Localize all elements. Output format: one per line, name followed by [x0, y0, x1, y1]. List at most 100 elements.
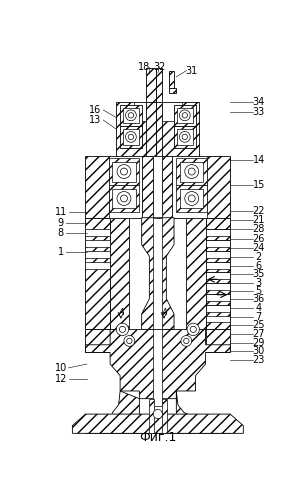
Text: 28: 28: [253, 224, 265, 234]
Polygon shape: [86, 329, 230, 399]
Text: 32: 32: [153, 62, 166, 72]
Polygon shape: [86, 251, 110, 258]
Text: А: А: [161, 308, 167, 317]
Polygon shape: [129, 218, 186, 329]
Text: А: А: [118, 308, 124, 317]
Text: 13: 13: [89, 115, 101, 125]
Polygon shape: [180, 162, 203, 182]
Polygon shape: [123, 108, 139, 123]
Polygon shape: [177, 129, 192, 145]
Polygon shape: [146, 67, 156, 106]
Circle shape: [128, 134, 134, 140]
Text: 31: 31: [186, 66, 198, 76]
Circle shape: [187, 323, 200, 335]
Polygon shape: [206, 283, 230, 290]
Text: 23: 23: [253, 355, 265, 365]
Polygon shape: [153, 218, 163, 329]
Polygon shape: [153, 329, 163, 406]
Circle shape: [181, 335, 192, 346]
Polygon shape: [177, 108, 192, 123]
Polygon shape: [72, 414, 243, 433]
Polygon shape: [108, 186, 140, 213]
Polygon shape: [149, 399, 154, 433]
Polygon shape: [206, 240, 230, 247]
Circle shape: [182, 134, 188, 140]
Polygon shape: [142, 156, 153, 218]
Text: 21: 21: [253, 215, 265, 225]
Circle shape: [120, 195, 128, 202]
Text: 14: 14: [253, 155, 265, 165]
Circle shape: [117, 192, 131, 206]
Polygon shape: [86, 414, 230, 433]
Polygon shape: [176, 186, 207, 213]
Polygon shape: [134, 102, 182, 121]
Text: 9: 9: [58, 218, 64, 228]
Circle shape: [126, 110, 136, 121]
Text: 1: 1: [58, 248, 64, 257]
Text: 27: 27: [253, 329, 265, 339]
Text: 35: 35: [253, 269, 265, 279]
Polygon shape: [176, 159, 207, 186]
Text: Фиг.1: Фиг.1: [139, 431, 176, 444]
Polygon shape: [176, 391, 206, 430]
Circle shape: [184, 338, 189, 344]
Circle shape: [180, 110, 190, 121]
Polygon shape: [206, 272, 230, 279]
Text: 5: 5: [256, 286, 262, 296]
Polygon shape: [206, 305, 230, 312]
Polygon shape: [162, 399, 167, 433]
Circle shape: [124, 335, 135, 346]
Text: 3: 3: [256, 278, 262, 288]
Text: 16: 16: [89, 105, 101, 115]
Text: 22: 22: [253, 206, 265, 216]
Text: 26: 26: [253, 234, 265, 244]
Polygon shape: [108, 156, 207, 218]
Polygon shape: [163, 156, 172, 218]
Polygon shape: [123, 129, 139, 145]
Text: 6: 6: [256, 261, 262, 271]
Polygon shape: [86, 329, 110, 352]
Circle shape: [120, 168, 128, 175]
Text: 30: 30: [253, 346, 265, 356]
Circle shape: [128, 113, 134, 118]
Polygon shape: [142, 218, 174, 329]
Polygon shape: [108, 159, 140, 186]
Polygon shape: [86, 156, 230, 218]
Polygon shape: [169, 88, 176, 93]
Polygon shape: [206, 218, 230, 329]
Polygon shape: [169, 71, 174, 88]
Text: 29: 29: [253, 338, 265, 348]
Polygon shape: [86, 229, 110, 236]
Polygon shape: [112, 189, 136, 209]
Circle shape: [153, 410, 163, 419]
Text: 25: 25: [253, 320, 265, 330]
Polygon shape: [206, 251, 230, 258]
Circle shape: [116, 323, 129, 335]
Polygon shape: [146, 102, 156, 156]
Polygon shape: [120, 104, 142, 126]
Polygon shape: [110, 218, 129, 329]
Circle shape: [126, 132, 136, 142]
Circle shape: [127, 338, 132, 344]
Polygon shape: [156, 67, 162, 106]
Text: 15: 15: [253, 181, 265, 191]
Circle shape: [188, 168, 195, 175]
Text: 2: 2: [256, 252, 262, 262]
Circle shape: [117, 165, 131, 179]
Circle shape: [185, 192, 199, 206]
Text: 11: 11: [55, 208, 67, 218]
Circle shape: [180, 132, 190, 142]
Text: 24: 24: [253, 243, 265, 253]
Polygon shape: [186, 218, 206, 329]
Text: 36: 36: [253, 293, 265, 303]
Text: 18: 18: [138, 62, 150, 72]
Polygon shape: [86, 261, 110, 268]
Text: 10: 10: [55, 363, 67, 373]
Text: 12: 12: [55, 374, 67, 384]
Text: 8: 8: [58, 228, 64, 238]
Circle shape: [190, 326, 197, 332]
Polygon shape: [86, 218, 110, 329]
Polygon shape: [116, 102, 200, 156]
Polygon shape: [120, 126, 142, 148]
Polygon shape: [206, 294, 230, 301]
